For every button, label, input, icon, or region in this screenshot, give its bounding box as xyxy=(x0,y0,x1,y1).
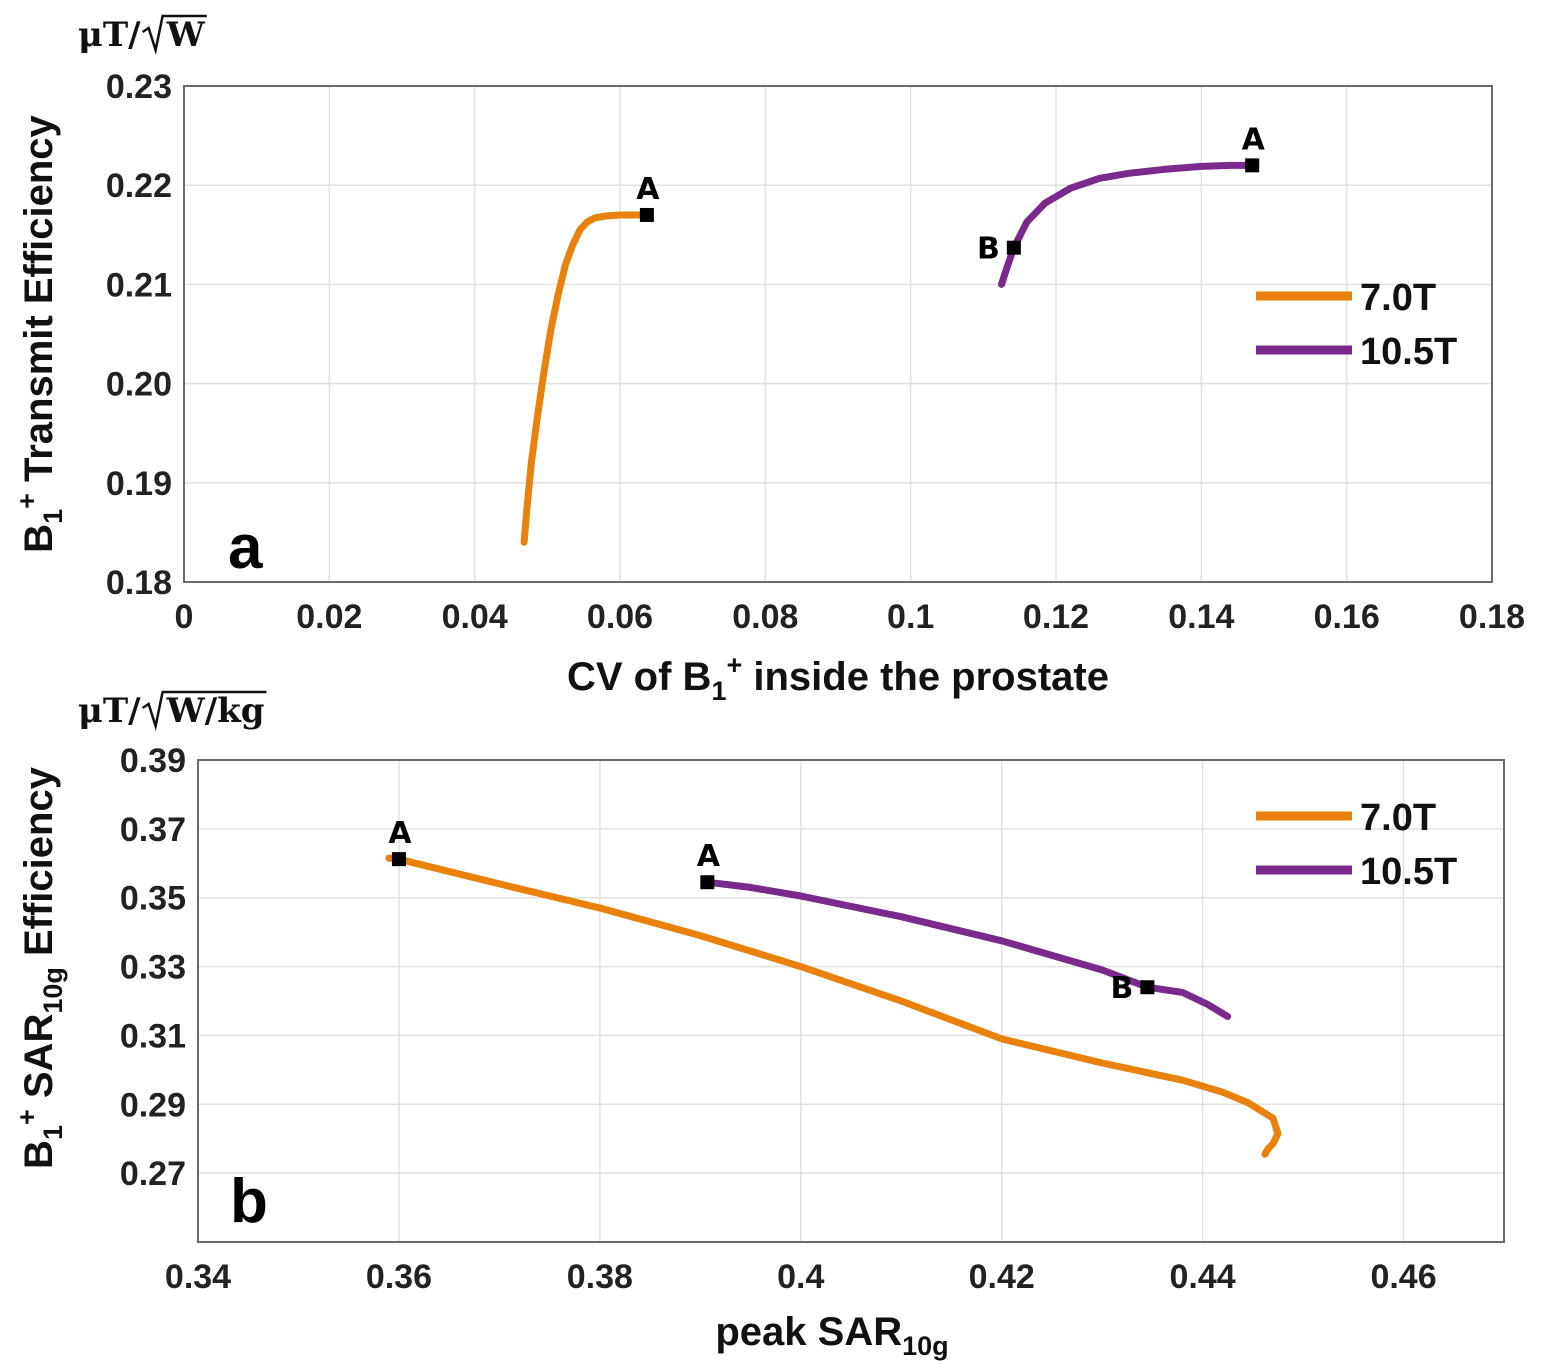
y-tick-label: 0.29 xyxy=(120,1086,186,1124)
x-tick-label: 0.34 xyxy=(165,1258,231,1296)
x-tick-label: 0 xyxy=(175,598,194,636)
y-tick-label: 0.37 xyxy=(120,811,186,849)
point-marker-A xyxy=(700,875,715,890)
y-axis-unit: μT/ xyxy=(78,15,141,55)
x-tick-label: 0.38 xyxy=(567,1258,633,1296)
x-tick-label: 0.06 xyxy=(587,598,653,636)
legend-label: 10.5T xyxy=(1360,331,1457,373)
chart-panel-b: 0.34 0.36 0.38 0.4 0.42 0.44 0.46 0.27 0.29 0.31 0… xyxy=(12,690,1505,1361)
x-tick-label: 0.1 xyxy=(887,598,934,636)
y-axis-unit-radicand: W xyxy=(166,15,206,55)
y-axis-label: B1+ SAR10g Efficiency xyxy=(12,766,68,1169)
y-tick-label: 0.20 xyxy=(106,366,172,404)
y-tick-label: 0.35 xyxy=(120,880,186,918)
panel-label: b xyxy=(230,1167,268,1236)
x-axis-label: CV of B1+ inside the prostate xyxy=(567,650,1109,706)
x-tick-label: 0.12 xyxy=(1023,598,1089,636)
y-tick-label: 0.27 xyxy=(120,1155,186,1193)
point-label-A: A xyxy=(697,839,721,874)
point-label-B: B xyxy=(977,232,1000,267)
plot-area xyxy=(197,759,1505,1243)
chart-panel-a: 0 0.02 0.04 0.06 0.08 0.1 0.12 0.14 0.16 0.18 0.18… xyxy=(12,14,1525,706)
plot-frame xyxy=(197,759,1505,1243)
plot-frame xyxy=(183,85,1493,583)
y-axis-unit: μT/ xyxy=(78,691,141,731)
y-axis-unit-radicand: W/kg xyxy=(166,691,265,731)
x-tick-label: 0.14 xyxy=(1168,598,1234,636)
series-line-7.0T xyxy=(520,211,651,546)
legend-label: 10.5T xyxy=(1360,851,1457,893)
y-tick-label: 0.23 xyxy=(106,68,172,106)
x-tick-label: 0.16 xyxy=(1314,598,1380,636)
point-label-A: A xyxy=(1242,122,1266,157)
point-marker-B xyxy=(1140,980,1155,995)
y-tick-label: 0.21 xyxy=(106,266,172,304)
y-tick-label: 0.33 xyxy=(120,949,186,987)
legend-label: 7.0T xyxy=(1360,277,1436,319)
y-tick-label: 0.19 xyxy=(106,465,172,503)
point-label-A: A xyxy=(388,816,412,851)
point-label-B: B xyxy=(1110,971,1133,1006)
x-tick-label: 0.4 xyxy=(777,1258,824,1296)
x-tick-label: 0.04 xyxy=(442,598,508,636)
series-line-10.5T xyxy=(703,878,1232,1020)
legend-label: 7.0T xyxy=(1360,797,1436,839)
x-tick-label: 0.02 xyxy=(296,598,362,636)
point-marker-B xyxy=(1006,240,1021,255)
x-tick-label: 0.44 xyxy=(1170,1258,1236,1296)
y-tick-label: 0.31 xyxy=(120,1017,186,1055)
x-tick-label: 0.46 xyxy=(1370,1258,1436,1296)
series-line-7.0T xyxy=(385,854,1282,1158)
point-marker-A xyxy=(1245,158,1260,173)
sqrt-icon xyxy=(141,14,207,55)
y-tick-label: 0.22 xyxy=(106,167,172,205)
x-tick-label: 0.08 xyxy=(732,598,798,636)
point-label-A: A xyxy=(636,172,660,207)
y-tick-label: 0.18 xyxy=(106,564,172,602)
x-axis-label: peak SAR10g xyxy=(715,1310,948,1361)
sqrt-icon xyxy=(141,690,267,731)
y-axis-label: B1+ Transmit Efficiency xyxy=(12,114,68,552)
y-tick-label: 0.39 xyxy=(120,742,186,780)
point-marker-A xyxy=(391,852,406,867)
plot-area xyxy=(183,85,1493,583)
x-tick-label: 0.42 xyxy=(969,1258,1035,1296)
x-tick-label: 0.36 xyxy=(366,1258,432,1296)
panel-label: a xyxy=(228,513,263,582)
point-marker-A xyxy=(639,207,654,222)
x-tick-label: 0.18 xyxy=(1459,598,1525,636)
